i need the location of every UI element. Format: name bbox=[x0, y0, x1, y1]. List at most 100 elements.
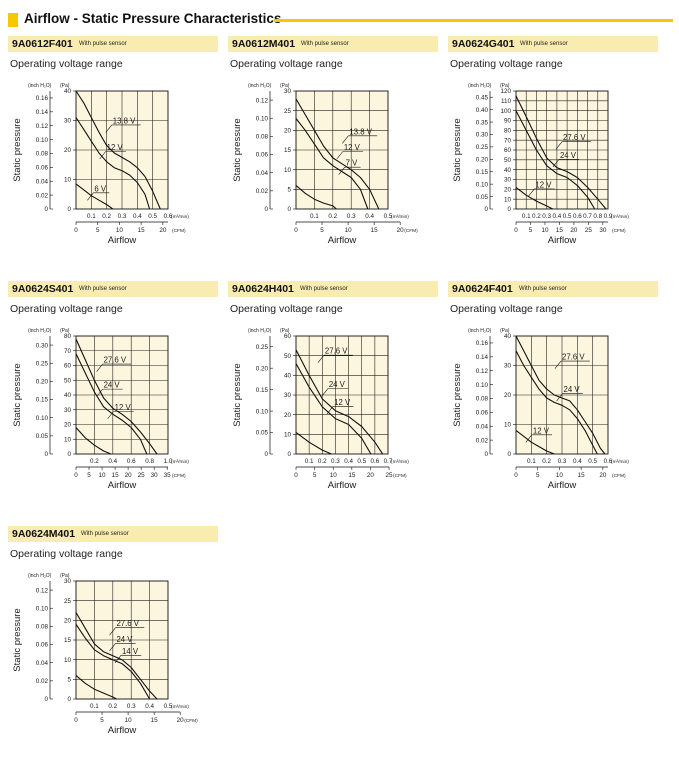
m3-tick-label: 0.2 bbox=[90, 458, 99, 465]
inch-tick-label: 0.05 bbox=[256, 430, 269, 437]
chart-subtitle: Operating voltage range bbox=[230, 303, 343, 315]
pa-tick-label: 25 bbox=[64, 598, 72, 605]
m3-tick-label: 0.7 bbox=[583, 213, 592, 220]
y-axis-title: Static pressure bbox=[452, 363, 463, 426]
cfm-tick-label: 15 bbox=[348, 472, 356, 479]
pa-tick-label: 5 bbox=[67, 677, 71, 684]
pa-tick-label: 10 bbox=[284, 432, 292, 439]
voltage-label-leader bbox=[109, 627, 116, 636]
m3-tick-label: 0.4 bbox=[108, 458, 117, 465]
model-name: 9A0612M401 bbox=[232, 38, 296, 50]
voltage-label: 27.6 V bbox=[116, 619, 139, 628]
inch-tick-label: 0.10 bbox=[36, 415, 49, 422]
pa-tick-label: 40 bbox=[284, 373, 292, 380]
y-axis-title: Static pressure bbox=[12, 118, 23, 181]
y-axis-title: Static pressure bbox=[452, 118, 463, 181]
voltage-label-leader bbox=[87, 192, 94, 201]
inch-tick-label: 0.45 bbox=[476, 94, 489, 101]
voltage-label: 27.6 V bbox=[325, 347, 348, 356]
series-line-6-v bbox=[75, 183, 114, 210]
sensor-note: With pulse sensor bbox=[81, 531, 129, 537]
m3-tick-label: 0.3 bbox=[127, 703, 136, 710]
inch-tick-label: 0.02 bbox=[36, 192, 49, 199]
voltage-label: 12 V bbox=[107, 143, 124, 152]
pa-tick-label: 40 bbox=[64, 392, 72, 399]
inch-unit-label: (inch H₂O) bbox=[248, 83, 272, 89]
pa-tick-label: 20 bbox=[64, 147, 72, 154]
voltage-label: 27.6 V bbox=[562, 353, 585, 362]
inch-unit-label: (inch H₂O) bbox=[28, 83, 52, 89]
m3-tick-label: 0.3 bbox=[118, 213, 127, 220]
pa-tick-label: 90 bbox=[504, 118, 512, 125]
cfm-unit-label: (CFM) bbox=[612, 228, 626, 234]
m3-tick-label: 0.4 bbox=[553, 213, 562, 220]
cfm-tick-label: 15 bbox=[112, 472, 120, 479]
inch-tick-label: 0.15 bbox=[476, 169, 489, 176]
y-axis-title: Static pressure bbox=[12, 608, 23, 671]
series-line-12-v bbox=[515, 186, 554, 210]
sensor-note: With pulse sensor bbox=[301, 41, 349, 47]
model-bar: 9A0624S401 With pulse sensor bbox=[8, 281, 218, 297]
voltage-label-leader bbox=[317, 355, 325, 363]
voltage-label: 27.6 V bbox=[104, 356, 127, 365]
m3-tick-label: 0.3 bbox=[331, 458, 340, 465]
cfm-tick-label: 0 bbox=[74, 227, 78, 234]
inch-tick-label: 0 bbox=[484, 206, 488, 213]
pa-tick-label: 100 bbox=[500, 108, 511, 115]
m3-tick-label: 0.5 bbox=[357, 458, 366, 465]
m3-tick-label: 0.2 bbox=[102, 213, 111, 220]
pa-tick-label: 10 bbox=[64, 657, 72, 664]
model-name: 9A0612F401 bbox=[12, 38, 73, 50]
m3-tick-label: 0.7 bbox=[384, 458, 393, 465]
inch-tick-label: 0.14 bbox=[36, 109, 49, 116]
chart-subtitle: Operating voltage range bbox=[10, 303, 123, 315]
m3-tick-label: 0.1 bbox=[90, 703, 99, 710]
pa-tick-label: 40 bbox=[64, 88, 72, 95]
inch-tick-label: 0.02 bbox=[256, 188, 269, 195]
inch-tick-label: 0.15 bbox=[256, 387, 269, 394]
m3-tick-label: 0.4 bbox=[145, 703, 154, 710]
model-name: 9A0624S401 bbox=[12, 283, 74, 295]
cfm-tick-label: 10 bbox=[330, 472, 338, 479]
m3-unit-label: (m³/min) bbox=[391, 214, 409, 220]
cfm-unit-label: (CFM) bbox=[172, 228, 186, 234]
voltage-label-leader bbox=[555, 141, 563, 150]
m3-tick-label: 0.5 bbox=[384, 213, 393, 220]
voltage-label: 12 V bbox=[533, 426, 550, 435]
voltage-label: 24 V bbox=[329, 380, 346, 389]
series-line-27-6-v bbox=[515, 335, 606, 455]
m3-tick-label: 0.1 bbox=[310, 213, 319, 220]
sensor-note: With pulse sensor bbox=[79, 286, 127, 292]
inch-tick-label: 0.08 bbox=[36, 624, 49, 631]
pa-tick-label: 110 bbox=[501, 98, 512, 105]
m3-tick-label: 0.3 bbox=[558, 458, 567, 465]
cfm-tick-label: 10 bbox=[125, 717, 133, 724]
inch-tick-label: 0.06 bbox=[476, 410, 489, 417]
x-axis-title: Airflow bbox=[328, 235, 357, 246]
pa-tick-label: 0 bbox=[507, 206, 511, 213]
m3-tick-label: 0.2 bbox=[108, 703, 117, 710]
cfm-unit-label: (CFM) bbox=[393, 473, 407, 479]
series-line-24-v bbox=[515, 350, 598, 455]
inch-unit-label: (inch H₂O) bbox=[468, 83, 492, 89]
series-line-27-6-v bbox=[515, 95, 607, 210]
x-axis-title: Airflow bbox=[108, 235, 137, 246]
model-bar: 9A0612M401 With pulse sensor bbox=[228, 36, 438, 52]
m3-tick-label: 1.0 bbox=[164, 458, 173, 465]
m3-unit-label: (m³/min) bbox=[611, 214, 629, 220]
cfm-tick-label: 30 bbox=[151, 472, 159, 479]
series-line-14-v bbox=[75, 674, 117, 700]
m3-tick-label: 0.8 bbox=[593, 213, 602, 220]
cfm-tick-label: 20 bbox=[177, 717, 185, 724]
pressure-chart: 00.020.040.060.080.100.12051015202530(in… bbox=[232, 83, 418, 246]
voltage-label: 6 V bbox=[94, 184, 107, 193]
pa-unit-label: (Pa) bbox=[500, 328, 510, 334]
chart-panel-9a0624f401: 9A0624F401 With pulse sensor Operating vol… bbox=[448, 281, 658, 519]
cfm-tick-label: 10 bbox=[116, 227, 124, 234]
inch-tick-label: 0 bbox=[44, 451, 48, 458]
cfm-tick-label: 20 bbox=[599, 472, 607, 479]
cfm-tick-label: 20 bbox=[159, 227, 167, 234]
m3-tick-label: 0.2 bbox=[328, 213, 337, 220]
m3-unit-label: (m³/min) bbox=[391, 459, 409, 465]
m3-unit-label: (m³/min) bbox=[611, 459, 629, 465]
